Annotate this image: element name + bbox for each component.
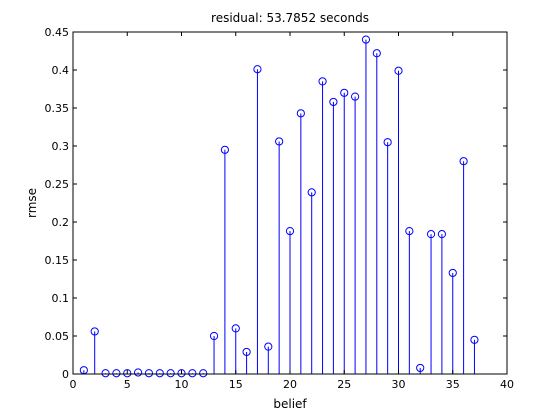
x-tick-label: 35 — [446, 378, 460, 391]
stem-marker — [101, 369, 110, 378]
stem-marker — [123, 369, 132, 378]
stem-marker — [318, 77, 327, 86]
y-tick-label: 0.2 — [52, 216, 70, 229]
x-tick-label: 20 — [283, 378, 297, 391]
stem-marker — [405, 227, 414, 236]
stem-marker — [188, 369, 197, 378]
x-tick-label: 0 — [70, 378, 77, 391]
y-tick-label: 0 — [62, 368, 69, 381]
stem-marker — [307, 188, 316, 197]
axes-box — [72, 31, 508, 375]
x-tick-label: 10 — [175, 378, 189, 391]
x-tick-label: 30 — [392, 378, 406, 391]
stem-marker — [199, 369, 208, 378]
x-axis-label: belief — [273, 397, 307, 411]
stem-marker — [383, 138, 392, 147]
stem-marker — [209, 331, 219, 341]
stem-marker — [470, 335, 479, 344]
stem-marker — [372, 49, 381, 58]
stem-marker — [166, 369, 175, 378]
stem-marker — [340, 88, 349, 97]
stem-marker — [253, 65, 262, 74]
stem-marker — [177, 369, 186, 378]
y-tick-label: 0.3 — [52, 140, 70, 153]
y-tick-label: 0.4 — [52, 64, 70, 77]
axis-ticks — [72, 31, 508, 375]
y-tick-label: 0.05 — [45, 330, 70, 343]
stem-series — [79, 35, 479, 378]
stem-marker — [220, 145, 229, 154]
stem-marker — [437, 230, 446, 239]
x-tick-label: 5 — [124, 378, 131, 391]
stem-marker — [155, 369, 164, 378]
stem-marker — [361, 35, 371, 44]
stem-marker — [459, 157, 468, 166]
axis-tick-labels: 0 5 10 15 20 25 30 35 40 0 0.05 0.1 0.15 0.2 0.25 0.3 0.… — [45, 26, 515, 391]
y-tick-label: 0.1 — [52, 292, 70, 305]
stem-marker — [296, 109, 305, 118]
y-tick-label: 0.15 — [45, 254, 70, 267]
stem-marker — [242, 347, 251, 357]
stem-marker — [416, 363, 425, 373]
stem-marker — [285, 227, 295, 236]
stem-marker — [231, 324, 240, 333]
y-axis-label: rmse — [25, 188, 39, 218]
stem-marker — [394, 66, 403, 75]
stem-marker — [275, 137, 284, 146]
y-tick-label: 0.35 — [45, 102, 70, 115]
stem-marker — [144, 369, 154, 378]
y-tick-label: 0.45 — [45, 26, 70, 39]
chart-title: residual: 53.7852 seconds — [211, 11, 369, 25]
x-tick-label: 25 — [337, 378, 351, 391]
stem-marker — [426, 230, 436, 239]
stem-marker — [264, 342, 273, 351]
y-tick-label: 0.25 — [45, 178, 70, 191]
stem-marker — [329, 97, 338, 107]
stem-marker — [134, 368, 143, 377]
x-tick-label: 40 — [500, 378, 514, 391]
stem-marker — [112, 369, 121, 378]
stem-marker — [351, 92, 360, 101]
stem-marker — [90, 327, 99, 336]
x-tick-label: 15 — [229, 378, 243, 391]
stem-marker — [448, 268, 457, 278]
